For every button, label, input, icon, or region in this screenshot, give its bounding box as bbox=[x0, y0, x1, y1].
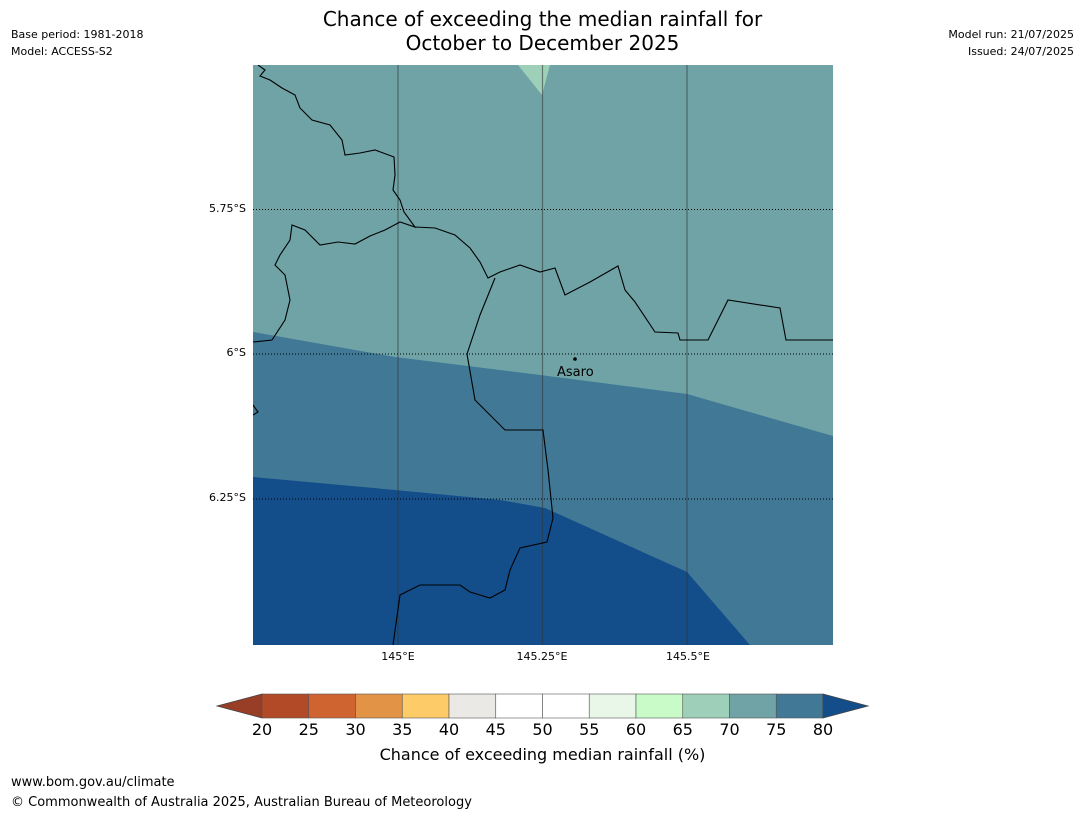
lat-label-6: 6°S bbox=[226, 346, 246, 359]
meta-left: Base period: 1981-2018 Model: ACCESS-S2 bbox=[11, 26, 143, 60]
colorbar-cell bbox=[635, 693, 684, 719]
colorbar-cell bbox=[308, 693, 356, 719]
colorbar-tick-label: 25 bbox=[298, 720, 319, 739]
zone-above-80 bbox=[253, 477, 750, 645]
lon-label-145-25: 145.25°E bbox=[516, 650, 568, 663]
model-name: Model: ACCESS-S2 bbox=[11, 45, 113, 58]
colorbar-under-arrow bbox=[215, 693, 263, 719]
colorbar-tick-label: 70 bbox=[719, 720, 740, 739]
colorbar-cell bbox=[682, 693, 730, 719]
colorbar-cell bbox=[448, 693, 497, 719]
lat-label-5-75: 5.75°S bbox=[209, 202, 246, 215]
colorbar-tick-label: 60 bbox=[625, 720, 647, 739]
colorbar-tick-label: 75 bbox=[766, 720, 787, 739]
colorbar-tick-label: 20 bbox=[251, 720, 273, 739]
colorbar-tick-label: 35 bbox=[392, 720, 413, 739]
colorbar-cell bbox=[401, 693, 450, 719]
title-line-2: October to December 2025 bbox=[405, 31, 680, 55]
footer-url: www.bom.gov.au/climate bbox=[11, 775, 175, 790]
colorbar-cell bbox=[775, 693, 824, 719]
colorbar-cell bbox=[729, 693, 777, 719]
lon-label-145: 145°E bbox=[381, 650, 415, 663]
asaro-marker bbox=[573, 357, 577, 361]
meta-right: Model run: 21/07/2025 Issued: 24/07/2025 bbox=[948, 26, 1074, 60]
place-label-asaro: Asaro bbox=[557, 365, 594, 380]
colorbar bbox=[215, 693, 870, 719]
colorbar-tick-label: 30 bbox=[345, 720, 366, 739]
lat-label-6-25: 6.25°S bbox=[209, 491, 246, 504]
colorbar-cell bbox=[588, 693, 637, 719]
colorbar-tick-label: 65 bbox=[672, 720, 693, 739]
colorbar-cell bbox=[542, 693, 590, 719]
colorbar-cell bbox=[495, 693, 543, 719]
colorbar-tick-label: 55 bbox=[579, 720, 600, 739]
colorbar-cell bbox=[355, 693, 403, 719]
title-line-1: Chance of exceeding the median rainfall … bbox=[322, 7, 763, 31]
colorbar-label: Chance of exceeding median rainfall (%) bbox=[379, 745, 706, 764]
issued-date: Issued: 24/07/2025 bbox=[967, 45, 1074, 58]
base-period: Base period: 1981-2018 bbox=[11, 28, 144, 41]
province-boundaries bbox=[253, 65, 833, 645]
colorbar-tick-label: 40 bbox=[438, 720, 460, 739]
colorbar-tick-label: 50 bbox=[532, 720, 553, 739]
lon-label-145-5: 145.5°E bbox=[666, 650, 710, 663]
colorbar-tick-label: 80 bbox=[812, 720, 834, 739]
colorbar-over-arrow bbox=[822, 693, 870, 719]
model-run: Model run: 21/07/2025 bbox=[948, 28, 1074, 41]
colorbar-cell bbox=[261, 693, 310, 719]
map-title: Chance of exceeding the median rainfall … bbox=[0, 7, 1085, 55]
colorbar-tick-label: 45 bbox=[485, 720, 506, 739]
footer-copyright: © Commonwealth of Australia 2025, Austra… bbox=[11, 795, 472, 810]
